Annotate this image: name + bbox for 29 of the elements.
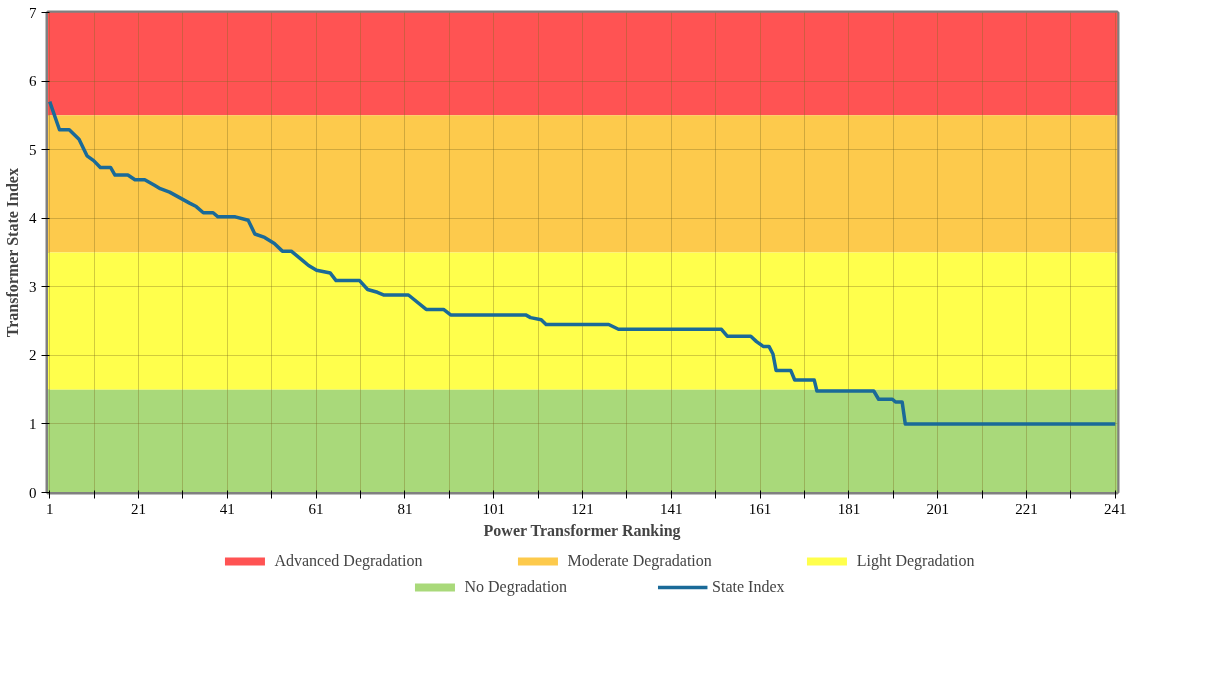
x-tick-label: 161 bbox=[748, 500, 772, 517]
x-tick-label: 141 bbox=[660, 500, 683, 517]
legend-label: Moderate Degradation bbox=[567, 552, 712, 571]
line-series bbox=[47, 99, 1118, 426]
x-tick-label: 201 bbox=[926, 500, 949, 517]
x-tick-label: 21 bbox=[131, 500, 147, 517]
legend-label: No Degradation bbox=[464, 578, 568, 597]
x-tick-label: 121 bbox=[571, 500, 594, 517]
x-tick-label: 41 bbox=[219, 500, 235, 517]
x-tick-label: 101 bbox=[482, 500, 505, 517]
legend-label: State Index bbox=[712, 578, 785, 597]
y-tick-label: 5 bbox=[29, 141, 37, 158]
y-tick-label: 3 bbox=[29, 278, 37, 295]
x-tick-label: 1 bbox=[45, 500, 54, 517]
legend-label: Advanced Degradation bbox=[274, 552, 423, 571]
x-tick-label: 81 bbox=[397, 500, 413, 517]
y-axis-title: Transformer State Index bbox=[4, 168, 21, 338]
x-axis-title: Power Transformer Ranking bbox=[483, 521, 681, 540]
y-tick-label: 2 bbox=[29, 347, 37, 364]
y-tick-label: 1 bbox=[29, 415, 37, 432]
y-tick-label: 7 bbox=[29, 4, 37, 21]
y-tick-label: 4 bbox=[29, 210, 37, 227]
y-tick-label: 6 bbox=[29, 73, 37, 90]
x-tick-label: 241 bbox=[1104, 500, 1127, 517]
legend-label: Light Degradation bbox=[856, 552, 975, 571]
x-tick-label: 181 bbox=[837, 500, 861, 517]
x-tick-label: 221 bbox=[1015, 500, 1038, 517]
y-tick-label: 0 bbox=[29, 484, 37, 501]
x-tick-label: 61 bbox=[308, 500, 324, 517]
